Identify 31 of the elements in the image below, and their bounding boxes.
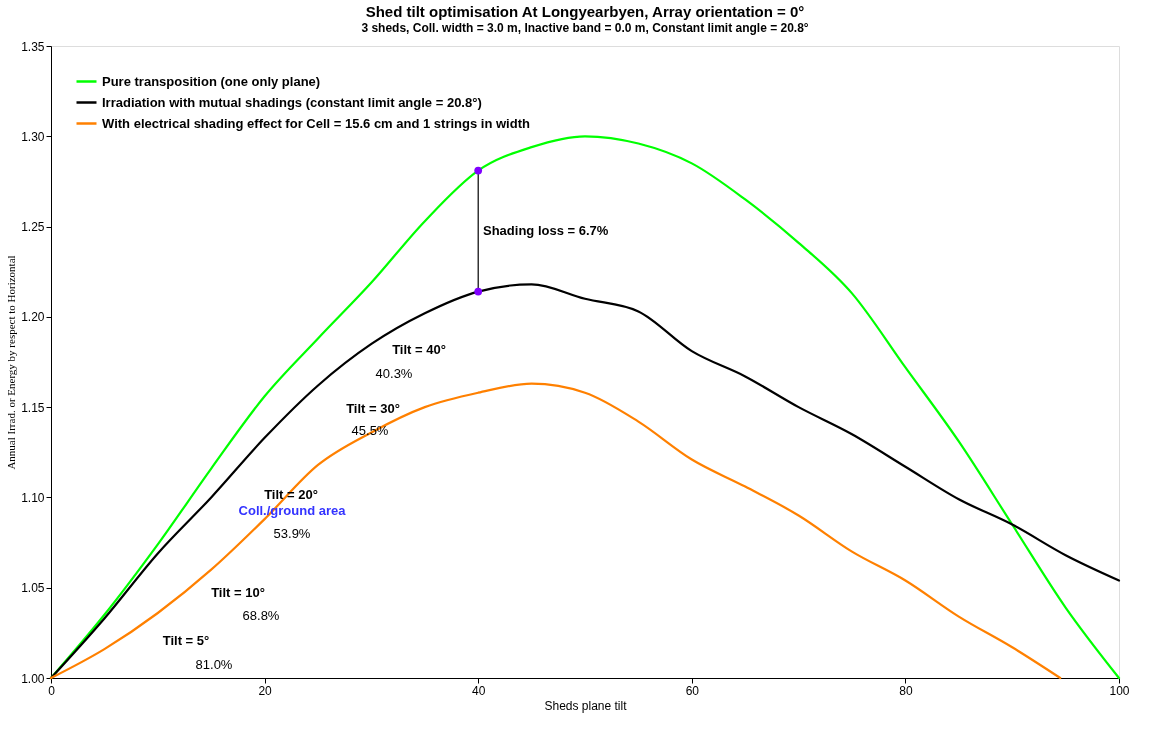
- x-tick-label: 40: [472, 683, 486, 698]
- annotation: Tilt = 20°: [264, 487, 318, 502]
- x-tick-label: 0: [48, 683, 56, 698]
- annotation: 53.9%: [273, 526, 311, 541]
- x-tick-label: 60: [685, 683, 700, 698]
- annotation: 68.8%: [242, 608, 280, 623]
- annotation: 81.0%: [195, 657, 233, 672]
- y-tick-label: 1.30: [21, 129, 45, 144]
- annotation: Tilt = 10°: [211, 585, 265, 600]
- legend-label: Irradiation with mutual shadings (constant limit angle = 20.8°): [102, 94, 482, 110]
- annotation: Tilt = 30°: [346, 401, 400, 416]
- annotation: Tilt = 5°: [162, 633, 210, 648]
- chart-title: Shed tilt optimisation At Longyearbyen, Array orientation = 0°: [365, 3, 805, 20]
- y-tick-label: 1.10: [21, 490, 45, 505]
- y-tick-label: 1.35: [21, 39, 45, 54]
- y-tick-label: 1.05: [21, 581, 45, 596]
- annotation: Shading loss = 6.7%: [483, 223, 609, 238]
- annotation: Tilt = 40°: [392, 342, 446, 357]
- legend-label: Pure transposition (one only plane): [102, 73, 321, 89]
- x-axis-title: Sheds plane tilt: [544, 698, 628, 713]
- x-tick-label: 80: [899, 683, 913, 698]
- chart-subtitle: 3 sheds, Coll. width = 3.0 m, Inactive band = 0.0 m, Constant limit angle = 20.8°: [361, 21, 809, 35]
- y-tick-label: 1.15: [21, 400, 45, 415]
- y-tick-label: 1.25: [21, 220, 45, 235]
- y-axis-title: Annual Irrad. or Energy by respect to Horizontal: [5, 255, 18, 470]
- x-tick-label: 100: [1109, 683, 1130, 698]
- annotation: 40.3%: [375, 366, 413, 381]
- x-tick-label: 20: [258, 683, 273, 698]
- y-tick-label: 1.20: [21, 310, 45, 325]
- y-tick-label: 1.00: [21, 671, 45, 686]
- legend-label: With electrical shading effect for Cell = 15.6 cm and 1 strings in width: [102, 115, 530, 131]
